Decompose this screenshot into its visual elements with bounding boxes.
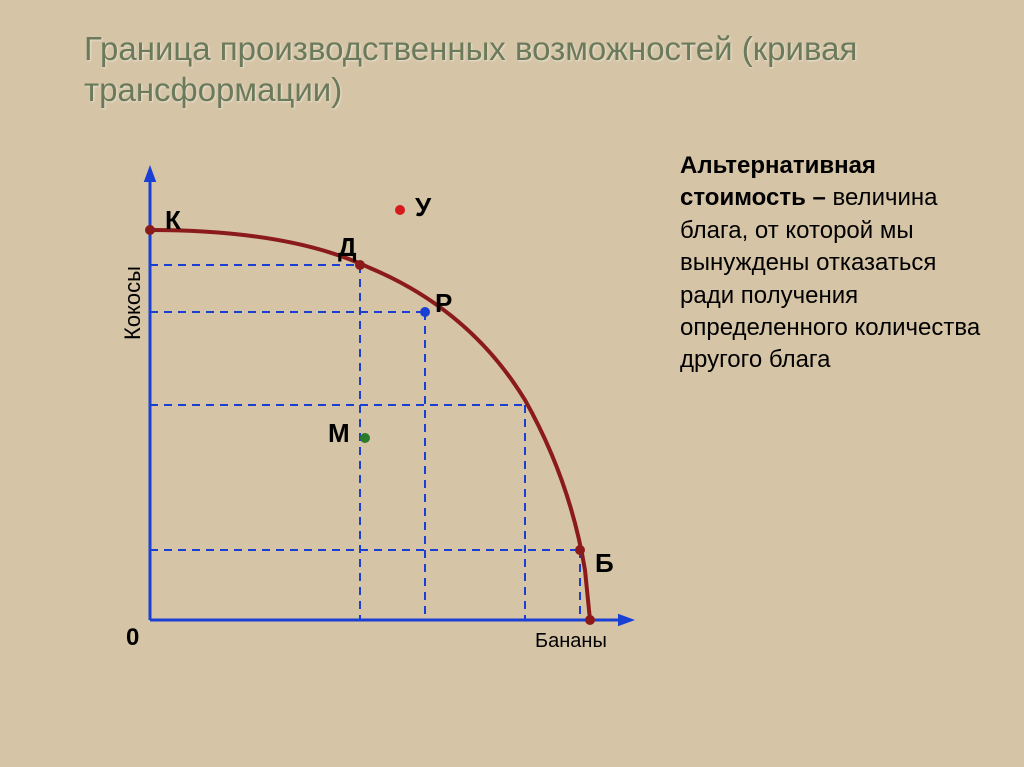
definition-body: величина блага, от которой мы вынуждены …	[680, 184, 980, 373]
ppf-chart	[70, 150, 650, 680]
chart-area: 0 Кокосы Бананы К Д Р Б У М	[70, 150, 650, 680]
point-label-U: У	[415, 192, 431, 223]
origin-label: 0	[126, 624, 139, 652]
point-label-D: Д	[338, 232, 357, 263]
title-area: Граница производственных возможностей (к…	[84, 28, 984, 111]
x-axis-label: Бананы	[535, 630, 607, 653]
slide: Граница производственных возможностей (к…	[0, 0, 1024, 767]
point-label-B: Б	[595, 548, 614, 579]
point-label-K: К	[165, 205, 181, 236]
y-axis-label: Кокосы	[120, 266, 146, 340]
point-label-M: М	[328, 418, 350, 449]
point-label-P: Р	[435, 288, 452, 319]
slide-title: Граница производственных возможностей (к…	[84, 28, 984, 111]
definition-text: Альтернативная стоимость – величина благ…	[680, 150, 990, 377]
